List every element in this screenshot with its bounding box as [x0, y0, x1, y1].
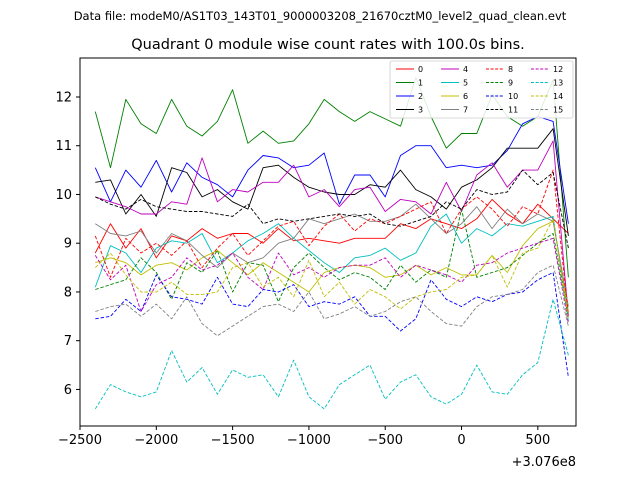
plot-frame [79, 57, 577, 427]
x-tick-label: 0 [457, 433, 465, 448]
legend-label-3: 3 [418, 106, 423, 115]
legend-label-13: 13 [553, 79, 563, 88]
series-line-8 [94, 169, 569, 317]
y-tick-label: 7 [64, 334, 72, 349]
x-axis-offset-label: +3.076e8 [512, 455, 576, 470]
legend-label-5: 5 [463, 79, 468, 88]
x-tick-label: −2500 [58, 433, 102, 448]
series-line-15 [95, 264, 569, 337]
series-line-4 [95, 140, 569, 317]
series-line-5 [94, 213, 569, 322]
legend-label-11: 11 [508, 106, 518, 115]
series-line-10 [95, 272, 569, 378]
series-line-0 [94, 198, 569, 259]
x-tick-label: 500 [525, 433, 550, 448]
series-line-7 [95, 203, 569, 307]
y-tick-label: 12 [55, 90, 72, 105]
chart-title: Quadrant 0 module wise count rates with … [131, 37, 525, 53]
x-tick-label: −1000 [287, 433, 331, 448]
legend-label-15: 15 [553, 106, 563, 115]
legend-label-10: 10 [508, 92, 518, 101]
x-tick-label: −500 [367, 433, 403, 448]
x-tick-label: −2000 [134, 433, 178, 448]
y-tick-label: 10 [55, 188, 72, 203]
series-line-12 [94, 237, 569, 324]
series-layer [94, 77, 569, 410]
legend-label-0: 0 [418, 65, 423, 74]
series-line-9 [95, 208, 569, 317]
legend-label-4: 4 [463, 65, 468, 74]
y-tick-label: 9 [64, 237, 72, 252]
legend-label-6: 6 [463, 92, 468, 101]
legend-label-14: 14 [553, 92, 563, 101]
legend-label-2: 2 [418, 92, 423, 101]
legend-label-7: 7 [463, 106, 468, 115]
y-tick-label: 8 [64, 285, 72, 300]
axis-layer: −2500 −2000 −1500 −1000 −500 0 500 6 7 8 9 10 11 12 [55, 90, 550, 448]
data-file-line: Data file: modeM0/AS1T03_143T01_90000032… [74, 9, 567, 23]
legend-label-12: 12 [553, 65, 563, 74]
legend-frame [389, 60, 574, 119]
legend-label-1: 1 [418, 79, 423, 88]
y-tick-label: 11 [55, 139, 72, 154]
series-line-13 [94, 298, 569, 410]
legend-label-8: 8 [508, 65, 513, 74]
series-line-3 [95, 128, 569, 236]
series-line-11 [95, 169, 569, 249]
y-tick-label: 6 [64, 383, 72, 398]
series-line-2 [94, 116, 569, 224]
series-line-14 [94, 218, 569, 319]
x-tick-label: −1500 [211, 433, 255, 448]
legend-label-9: 9 [508, 79, 513, 88]
